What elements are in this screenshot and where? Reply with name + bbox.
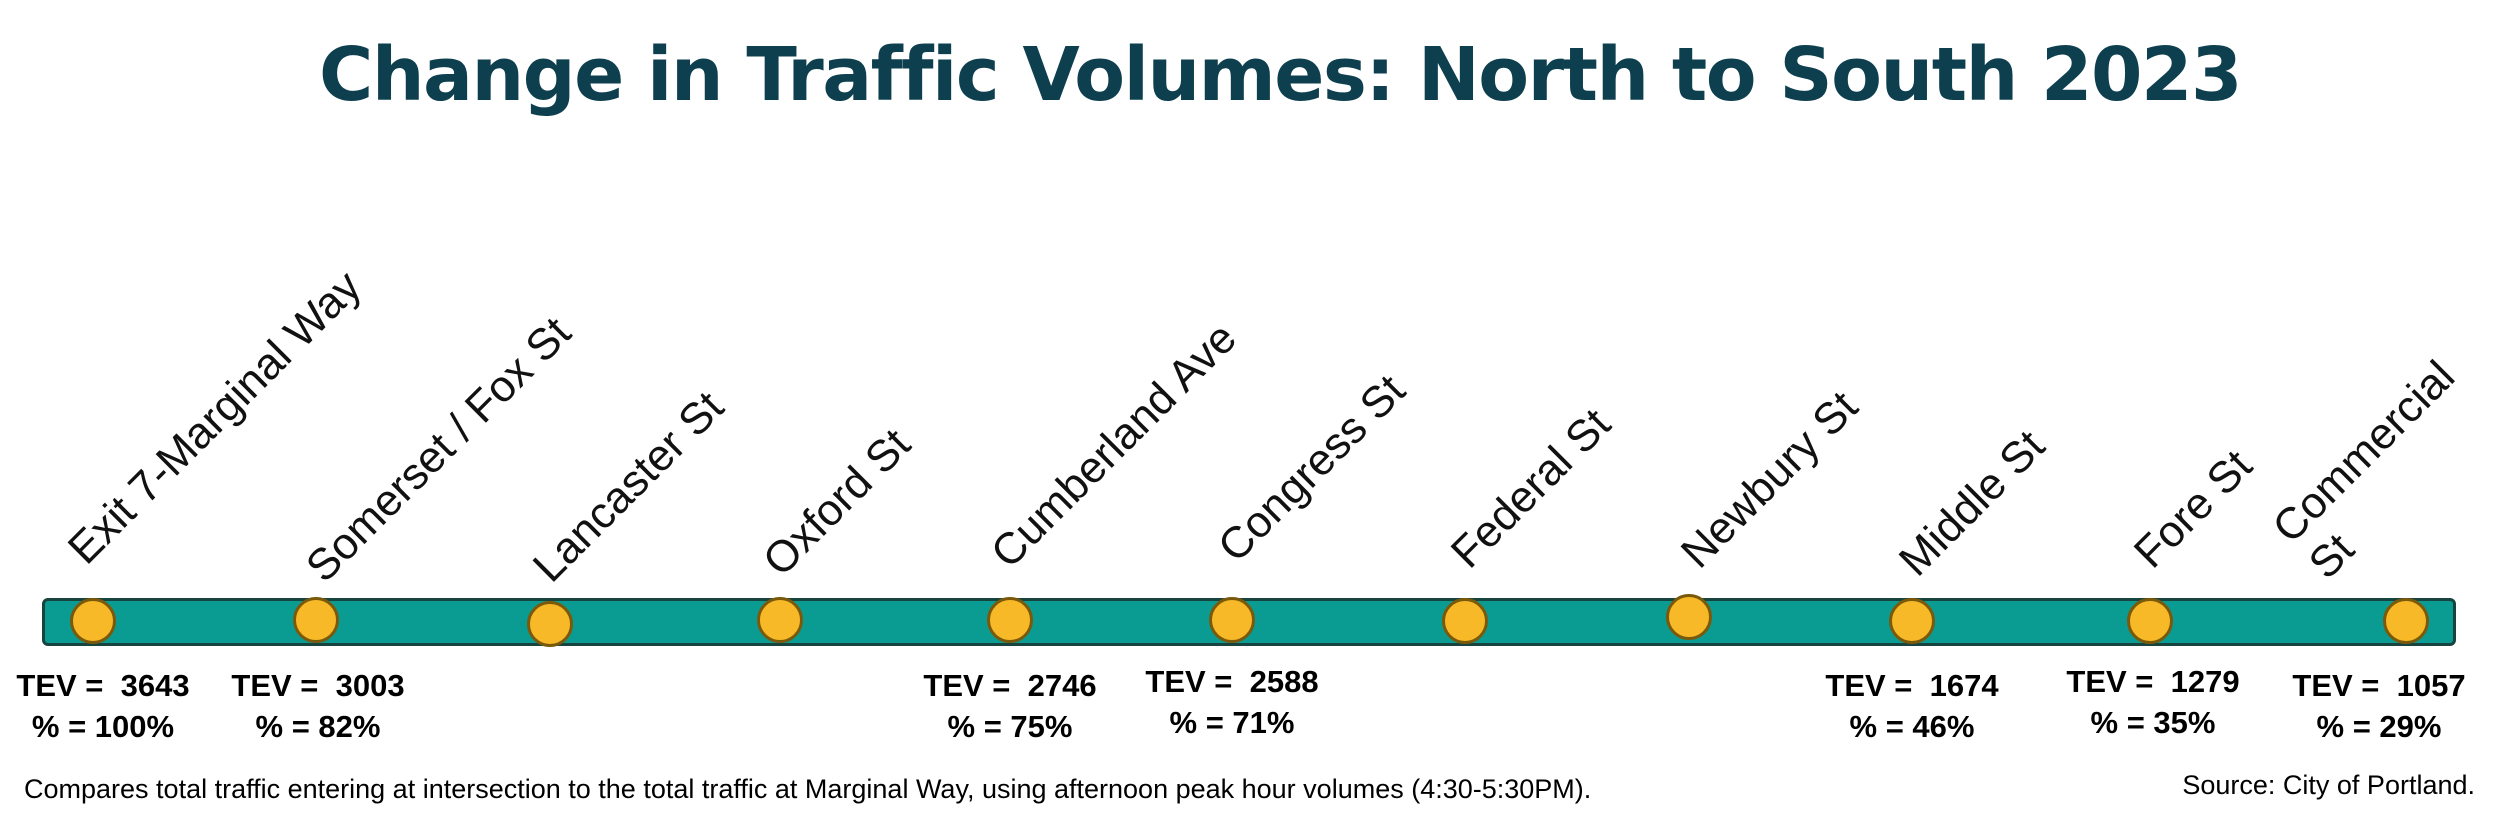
page-title: Change in Traffic Volumes: North to Sout… [319, 32, 2242, 118]
stop-marker-middle-st [1889, 598, 1935, 644]
percent-value: % = 75% [947, 708, 1073, 744]
percent-value: % = 100% [31, 708, 175, 744]
percent-value: % = 29% [2316, 708, 2442, 744]
stop-marker-congress-st [1209, 597, 1255, 643]
tev-value: TEV = 3643 [16, 668, 190, 703]
stop-label-middle-st: Middle St [1889, 421, 2055, 586]
stop-label-federal-st: Federal St [1441, 399, 1620, 578]
stop-label-newbury-st: Newbury St [1671, 381, 1868, 578]
stop-stats-cumberland-ave: TEV = 2746 % = 75% [900, 666, 1120, 748]
source-note: Source: City of Portland. [2182, 770, 2475, 800]
footnote: Compares total traffic entering at inter… [24, 774, 1592, 804]
stop-stats-congress-st: TEV = 2588 % = 71% [1122, 662, 1342, 744]
tev-value: TEV = 1057 [2292, 668, 2466, 703]
percent-value: % = 71% [1169, 704, 1295, 740]
stop-stats-middle-st: TEV = 1674 % = 46% [1802, 666, 2022, 748]
stop-label-congress-st: Congress St [1208, 365, 1415, 572]
stop-marker-somerset-fox-st [293, 597, 339, 643]
percent-value: % = 35% [2090, 704, 2216, 740]
tev-value: TEV = 1674 [1825, 668, 1999, 703]
stop-label-commercial-st: Commercial St [2263, 351, 2465, 589]
stop-marker-oxford-st [757, 597, 803, 643]
stop-marker-exit-7-marginal-way [70, 598, 116, 644]
stop-label-oxford-st: Oxford St [753, 419, 920, 586]
stop-stats-commercial-st: TEV = 1057 % = 29% [2269, 666, 2489, 748]
stop-marker-commercial-st [2383, 598, 2429, 644]
percent-value: % = 46% [1849, 708, 1975, 744]
stop-marker-federal-st [1442, 598, 1488, 644]
tev-value: TEV = 2746 [923, 668, 1097, 703]
stop-marker-fore-st [2127, 598, 2173, 644]
stop-stats-fore-st: TEV = 1279 % = 35% [2043, 662, 2263, 744]
stop-marker-cumberland-ave [987, 597, 1033, 643]
stop-label-lancaster-st: Lancaster St [523, 382, 734, 592]
stop-label-cumberland-ave: Cumberland Ave [981, 313, 1246, 578]
stop-marker-newbury-st [1666, 594, 1712, 640]
stop-marker-lancaster-st [527, 601, 573, 647]
stop-label-exit-7-marginal-way: Exit 7-Marginal Way [58, 261, 371, 574]
percent-value: % = 82% [255, 708, 381, 744]
tev-value: TEV = 3003 [231, 668, 405, 703]
tev-value: TEV = 2588 [1145, 664, 1319, 699]
stop-stats-exit-7-marginal-way: TEV = 3643 % = 100% [0, 666, 213, 748]
stop-stats-somerset-fox-st: TEV = 3003 % = 82% [208, 666, 428, 748]
tev-value: TEV = 1279 [2066, 664, 2240, 699]
stop-label-fore-st: Fore St [2124, 440, 2262, 578]
